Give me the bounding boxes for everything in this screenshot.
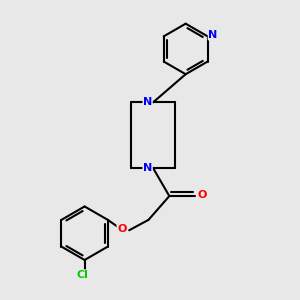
Text: O: O — [197, 190, 207, 200]
Text: N: N — [143, 163, 152, 173]
Text: O: O — [117, 224, 127, 234]
Text: N: N — [143, 98, 152, 107]
Text: Cl: Cl — [76, 270, 88, 280]
Text: N: N — [208, 30, 218, 40]
